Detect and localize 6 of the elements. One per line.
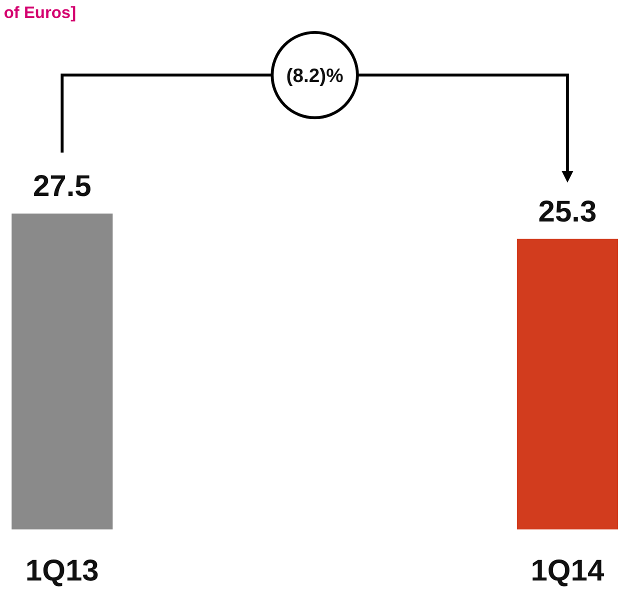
text: (8.2)%: [286, 64, 344, 87]
x-tick-label: 1Q14: [530, 554, 604, 588]
data-label: 27.5: [32, 170, 92, 204]
x-tick-label: 1Q13: [25, 554, 99, 588]
data-label: 25.3: [538, 195, 597, 228]
chart-title: of Euros]: [4, 4, 76, 22]
